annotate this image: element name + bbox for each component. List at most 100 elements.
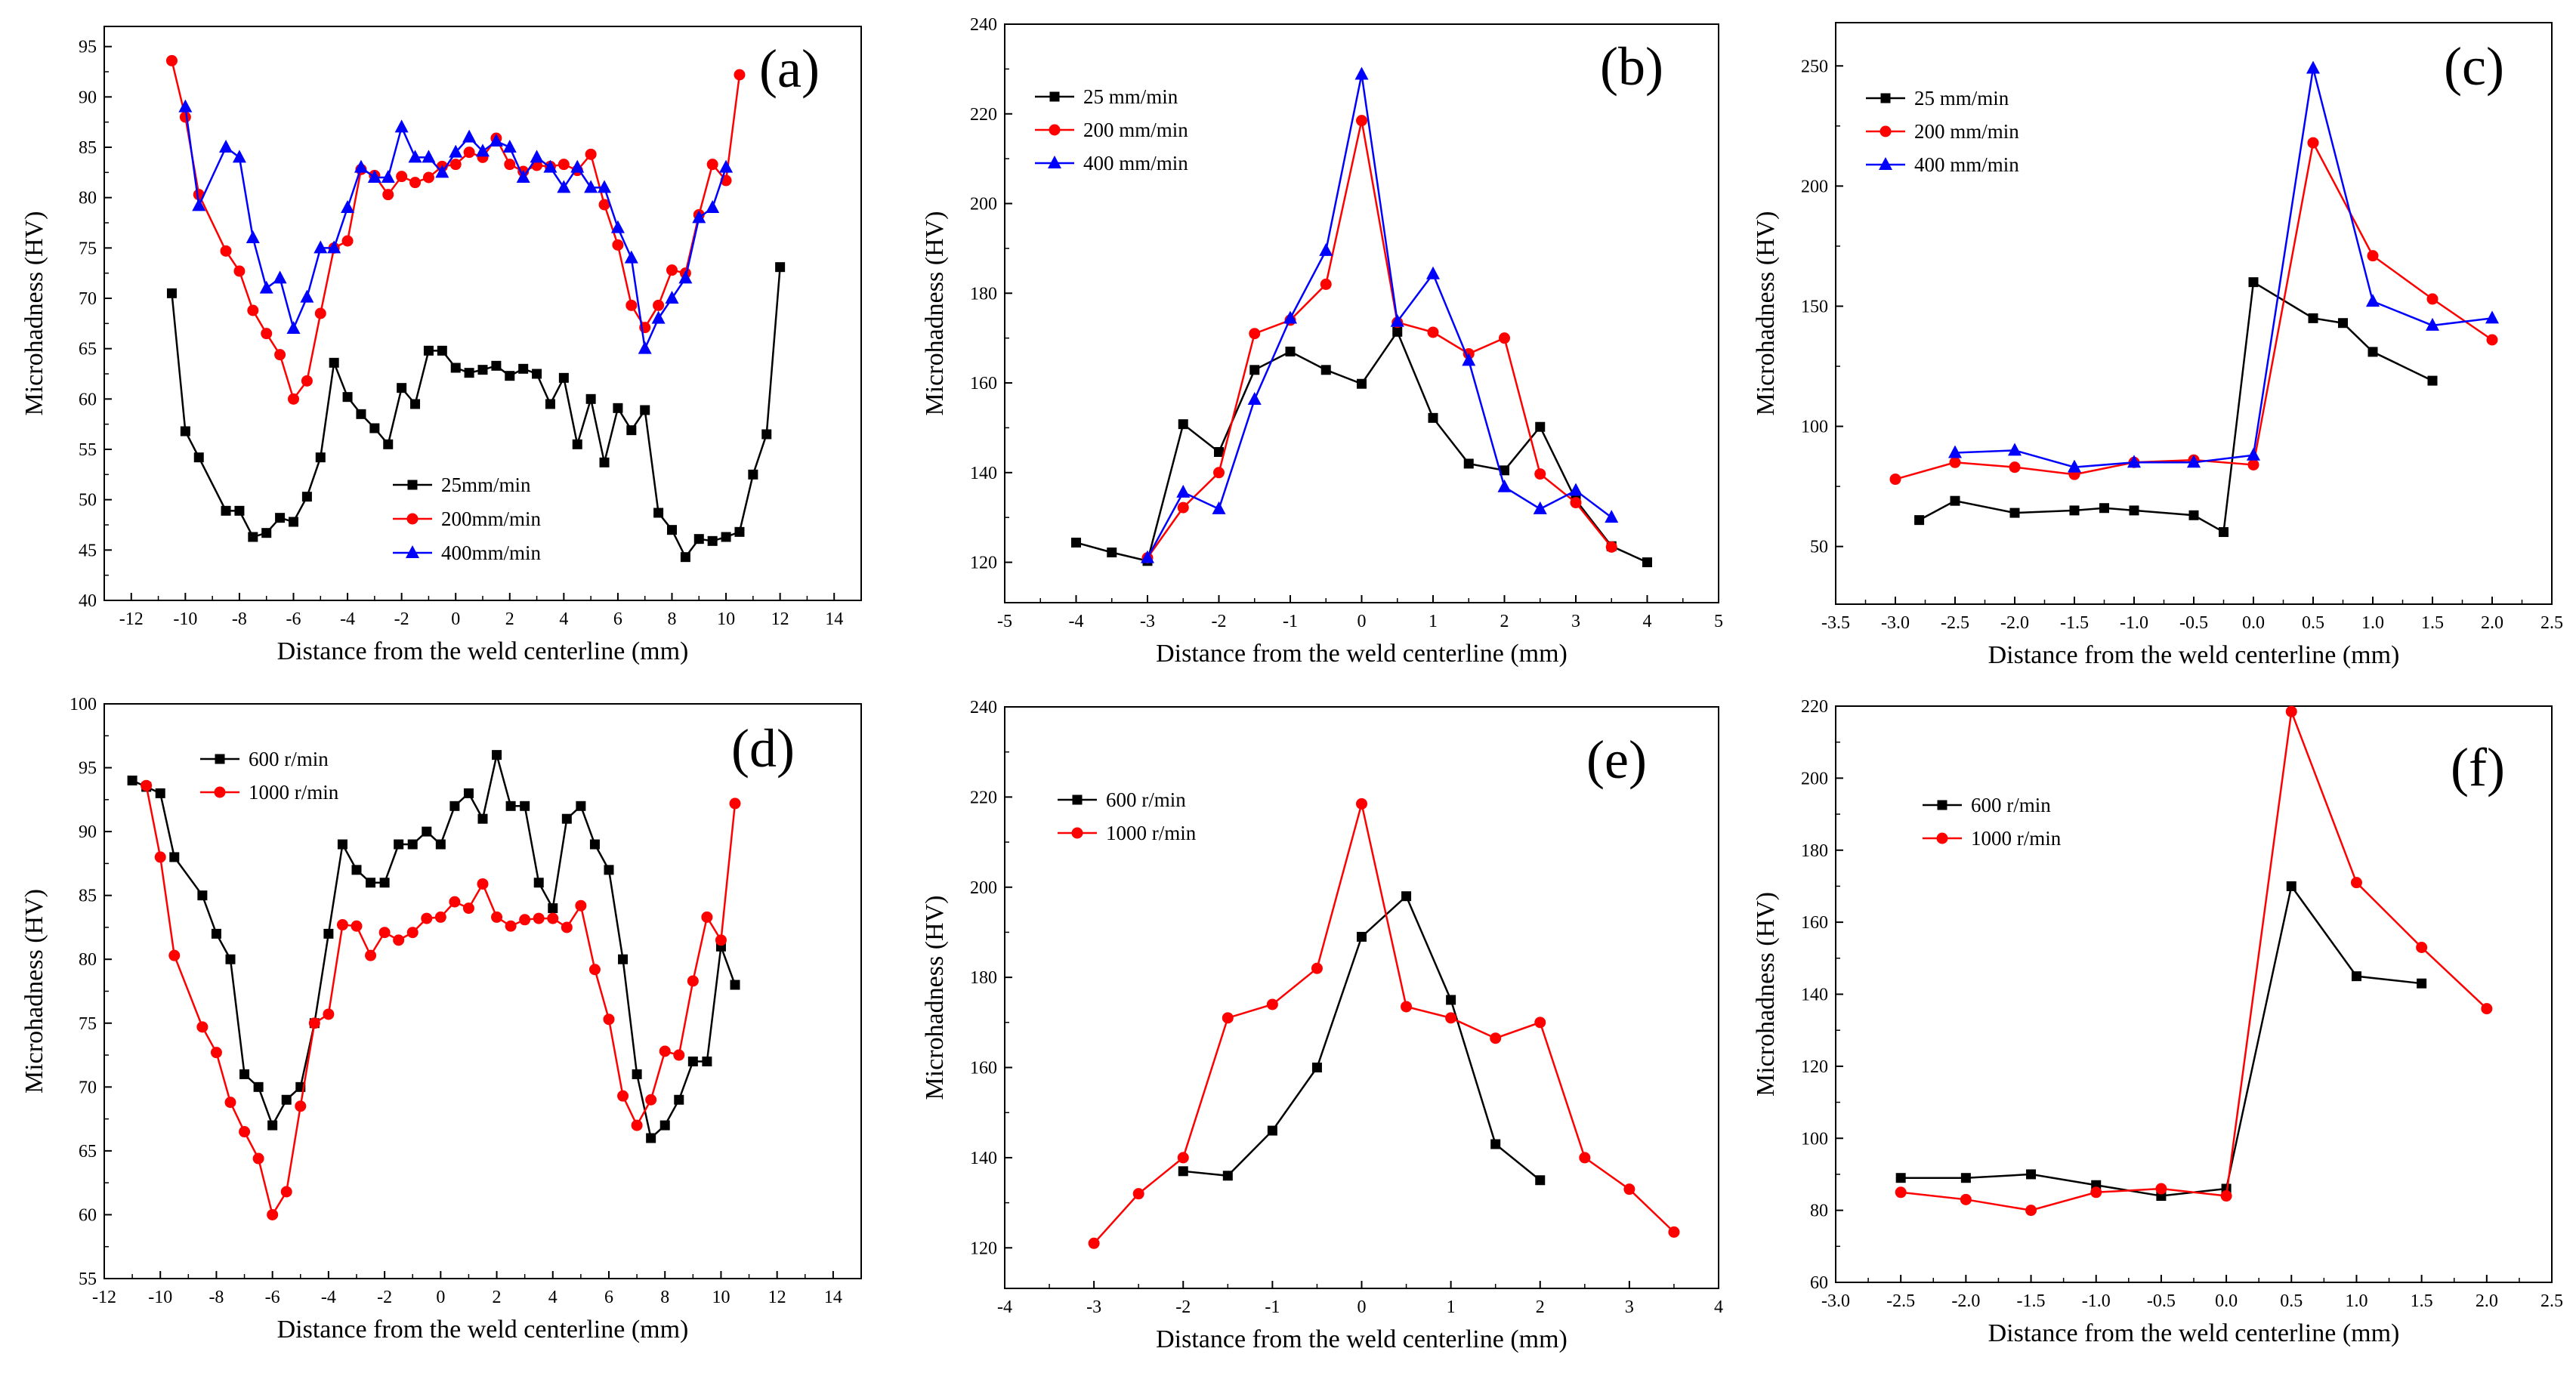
panel-tag: (e) bbox=[1586, 730, 1647, 790]
data-point bbox=[1132, 1188, 1144, 1200]
data-point bbox=[2426, 317, 2439, 331]
data-point bbox=[2338, 318, 2348, 329]
data-point bbox=[1392, 326, 1403, 337]
data-point bbox=[2069, 505, 2080, 516]
x-axis-label: Distance from the weld centerline (mm) bbox=[277, 637, 689, 665]
x-axis-label: Distance from the weld centerline (mm) bbox=[277, 1316, 689, 1344]
data-point bbox=[2009, 508, 2020, 518]
data-point bbox=[645, 1094, 657, 1106]
data-point bbox=[1427, 326, 1439, 338]
data-point bbox=[394, 119, 409, 133]
data-point bbox=[1445, 1012, 1457, 1024]
x-tick-label: 0 bbox=[451, 609, 460, 629]
series-line bbox=[1901, 711, 2488, 1211]
series-line bbox=[1146, 74, 1613, 559]
legend-label: 200 mm/min bbox=[1083, 119, 1188, 141]
data-point bbox=[585, 393, 596, 404]
x-tick-label: -8 bbox=[208, 1288, 224, 1307]
data-point bbox=[1319, 242, 1333, 256]
data-point bbox=[2417, 978, 2427, 989]
y-tick-label: 70 bbox=[79, 289, 97, 309]
panel-a: -12 -10 -8 -6 -4 -2 0 2 4 6 8 10 12 14 40 45 50 55 60 65 70 7… bbox=[20, 26, 862, 665]
panel-tag: (c) bbox=[2444, 36, 2504, 97]
x-tick-label: 3 bbox=[1571, 612, 1580, 631]
x-tick-label: 8 bbox=[660, 1288, 669, 1307]
legend-marker bbox=[1879, 157, 1892, 170]
y-tick-label: 85 bbox=[79, 887, 97, 906]
x-tick-label: -3.5 bbox=[1821, 613, 1850, 633]
data-point bbox=[127, 775, 137, 785]
data-point bbox=[734, 69, 746, 81]
legend-label: 600 r/min bbox=[249, 748, 329, 770]
data-point bbox=[232, 150, 246, 163]
data-point bbox=[165, 54, 178, 66]
y-tick-label: 120 bbox=[1801, 1057, 1828, 1077]
x-tick-label: -12 bbox=[92, 1288, 116, 1307]
data-point bbox=[477, 813, 488, 824]
y-tick-label: 90 bbox=[79, 822, 97, 842]
legend: 600 r/min 1000 r/min bbox=[1923, 794, 2062, 850]
data-point bbox=[382, 189, 394, 201]
data-point bbox=[246, 230, 260, 243]
series-1 bbox=[1914, 277, 2438, 538]
data-point bbox=[288, 393, 299, 405]
data-point bbox=[2307, 137, 2319, 149]
panel-tag: (b) bbox=[1600, 36, 1663, 97]
data-point bbox=[394, 839, 404, 850]
data-point bbox=[196, 1021, 208, 1033]
x-tick-label: 1 bbox=[1447, 1297, 1456, 1317]
y-tick-label: 80 bbox=[79, 189, 97, 208]
data-point bbox=[351, 920, 363, 932]
data-point bbox=[2366, 294, 2380, 307]
x-tick-label: -10 bbox=[173, 609, 197, 629]
data-point bbox=[2247, 458, 2259, 470]
y-tick-label: 180 bbox=[1801, 841, 1828, 861]
data-point bbox=[449, 144, 463, 158]
x-tick-label: 2.5 bbox=[2540, 1291, 2563, 1311]
x-axis-label: Distance from the weld centerline (mm) bbox=[1988, 1319, 2400, 1347]
data-point bbox=[435, 839, 446, 850]
data-point bbox=[1357, 931, 1367, 942]
y-tick-label: 45 bbox=[79, 541, 97, 560]
x-tick-label: 2 bbox=[493, 1288, 502, 1307]
y-tick-label: 160 bbox=[970, 374, 997, 393]
data-point bbox=[1426, 266, 1440, 279]
y-tick-label: 240 bbox=[970, 15, 997, 35]
data-point bbox=[462, 129, 477, 143]
data-point bbox=[197, 890, 208, 901]
data-point bbox=[323, 1008, 335, 1020]
data-point bbox=[748, 469, 758, 480]
data-point bbox=[589, 839, 600, 850]
data-point bbox=[674, 1094, 684, 1105]
data-point bbox=[329, 357, 339, 368]
legend-marker bbox=[1049, 124, 1061, 136]
data-point bbox=[2426, 293, 2439, 305]
x-tick-label: 0 bbox=[436, 1288, 445, 1307]
data-point bbox=[301, 492, 312, 502]
data-point bbox=[154, 851, 166, 863]
data-point bbox=[491, 360, 502, 371]
data-point bbox=[2486, 334, 2498, 346]
data-point bbox=[572, 439, 582, 449]
data-point bbox=[463, 788, 474, 798]
data-point bbox=[1534, 1017, 1546, 1029]
y-tick-label: 150 bbox=[1801, 297, 1828, 316]
data-point bbox=[1497, 479, 1512, 492]
data-point bbox=[1570, 497, 1582, 509]
data-point bbox=[680, 552, 690, 563]
data-point bbox=[2026, 1169, 2037, 1180]
data-point bbox=[1490, 1032, 1502, 1044]
data-point bbox=[422, 826, 432, 837]
data-point bbox=[259, 280, 273, 294]
data-point bbox=[1107, 547, 1117, 557]
data-point bbox=[1354, 66, 1369, 80]
data-point bbox=[665, 291, 679, 304]
y-axis-label: Microhadness (HV) bbox=[921, 211, 949, 416]
data-point bbox=[1222, 1012, 1234, 1024]
x-tick-label: 4 bbox=[1643, 612, 1652, 631]
x-tick-label: 1.5 bbox=[2411, 1291, 2433, 1311]
y-tick-label: 240 bbox=[970, 698, 997, 717]
data-point bbox=[659, 1120, 670, 1131]
panel-tag: (f) bbox=[2451, 737, 2505, 798]
data-point bbox=[516, 170, 530, 183]
